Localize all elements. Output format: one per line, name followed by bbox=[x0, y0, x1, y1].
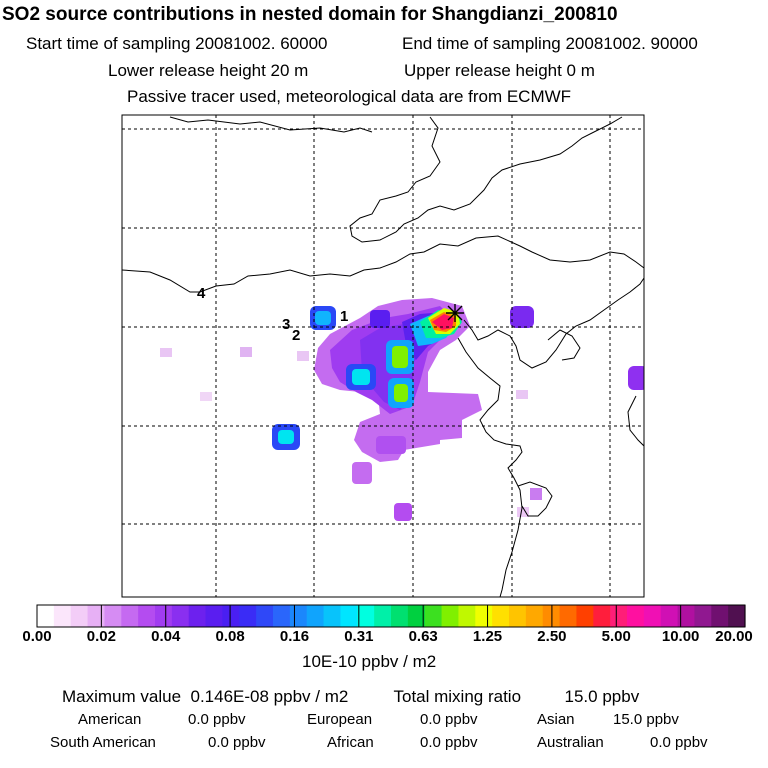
total-mixing-value: 15.0 ppbv bbox=[564, 687, 640, 706]
colorbar-cell bbox=[424, 605, 443, 627]
trajectory-label-2: 2 bbox=[292, 327, 300, 344]
max-value-label: Maximum value bbox=[62, 687, 182, 706]
colorbar-cell bbox=[70, 605, 89, 627]
colorbar-cell bbox=[273, 605, 291, 627]
colorbar-cell bbox=[660, 605, 679, 627]
colorbar-tick-label: 0.00 bbox=[22, 628, 52, 645]
colorbar-cell bbox=[289, 605, 308, 627]
colorbar-tick-label: 5.00 bbox=[601, 628, 631, 645]
colorbar-tick-label: 0.04 bbox=[151, 628, 181, 645]
colorbar-cell bbox=[104, 605, 122, 627]
colorbar-cell bbox=[391, 605, 409, 627]
colorbar-cell bbox=[374, 605, 392, 627]
colorbar-cell bbox=[205, 605, 224, 627]
colorbar-cell bbox=[188, 605, 207, 627]
colorbar-cell bbox=[138, 605, 156, 627]
region-asian-name: Asian bbox=[537, 711, 575, 728]
map-frame bbox=[121, 114, 645, 598]
colorbar-cell bbox=[509, 605, 527, 627]
region-african-value: 0.0 ppbv bbox=[420, 734, 478, 751]
region-american-value: 0.0 ppbv bbox=[188, 711, 246, 728]
colorbar-cell bbox=[340, 605, 358, 627]
region-australian-value: 0.0 ppbv bbox=[650, 734, 708, 751]
colorbar-cell bbox=[87, 605, 106, 627]
trajectory-label-3: 3 bbox=[282, 316, 290, 333]
region-african-name: African bbox=[327, 734, 374, 751]
colorbar-frame bbox=[36, 604, 746, 628]
colorbar-cell bbox=[121, 605, 139, 627]
colorbar-cell bbox=[627, 605, 645, 627]
colorbar-cell bbox=[711, 605, 729, 627]
colorbar-cell bbox=[171, 605, 190, 627]
colorbar-cell bbox=[53, 605, 72, 627]
colorbar-cell bbox=[323, 605, 342, 627]
upper-release-label: Upper release height 0 m bbox=[404, 61, 595, 80]
colorbar-cell bbox=[593, 605, 611, 627]
region-european-value: 0.0 ppbv bbox=[420, 711, 478, 728]
region-australian-name: Australian bbox=[537, 734, 604, 751]
colorbar-tick-label: 0.63 bbox=[408, 628, 438, 645]
colorbar-cell bbox=[37, 605, 55, 627]
region-american-name: American bbox=[78, 711, 142, 728]
end-time-label: End time of sampling 20081002. 90000 bbox=[402, 34, 698, 53]
colorbar-cell bbox=[256, 605, 274, 627]
colorbar-cell bbox=[306, 605, 325, 627]
colorbar-tick-label: 1.25 bbox=[472, 628, 503, 645]
colorbar-cell bbox=[610, 605, 628, 627]
colorbar-cell bbox=[559, 605, 578, 627]
colorbar-cell bbox=[728, 605, 746, 627]
colorbar-cell bbox=[576, 605, 594, 627]
receptor-asterisk-icon bbox=[446, 304, 464, 322]
colorbar-cell bbox=[155, 605, 173, 627]
colorbar-cell bbox=[694, 605, 712, 627]
lat-lon-grid bbox=[122, 115, 644, 597]
colorbar-cell bbox=[357, 605, 375, 627]
colorbar-tick-label: 0.08 bbox=[215, 628, 245, 645]
tracer-note: Passive tracer used, meteorological data… bbox=[127, 87, 572, 106]
colorbar-tick-label: 10.00 bbox=[661, 628, 700, 645]
colorbar-cell bbox=[441, 605, 460, 627]
colorbar-cell bbox=[407, 605, 426, 627]
colorbar-cell bbox=[239, 605, 257, 627]
colorbar-tick-label: 0.31 bbox=[344, 628, 374, 645]
colorbar-cell bbox=[222, 605, 240, 627]
colorbar-cell bbox=[492, 605, 510, 627]
colorbar-tick-label: 0.02 bbox=[86, 628, 116, 645]
total-mixing-label: Total mixing ratio bbox=[393, 687, 522, 706]
lower-release-label: Lower release height 20 m bbox=[108, 61, 309, 80]
concentration-field bbox=[122, 115, 644, 597]
region-european-name: European bbox=[307, 711, 373, 728]
region-south-american-value: 0.0 ppbv bbox=[208, 734, 266, 751]
plot-title: SO2 source contributions in nested domai… bbox=[2, 4, 618, 25]
region-asian-value: 15.0 ppbv bbox=[613, 711, 679, 728]
colorbar-cell bbox=[458, 605, 476, 627]
colorbar-cell bbox=[475, 605, 493, 627]
colorbar-units: 10E-10 ppbv / m2 bbox=[302, 652, 437, 671]
colorbar-tick-label: 2.50 bbox=[537, 628, 567, 645]
max-value: 0.146E-08 ppbv / m2 bbox=[190, 687, 349, 706]
trajectory-label-1: 1 bbox=[340, 308, 348, 325]
region-south-american-name: South American bbox=[50, 734, 156, 751]
colorbar-cell bbox=[677, 605, 696, 627]
colorbar-cell bbox=[525, 605, 544, 627]
start-time-label: Start time of sampling 20081002. 60000 bbox=[26, 34, 328, 53]
colorbar-cell bbox=[643, 605, 662, 627]
trajectory-label-4: 4 bbox=[197, 285, 206, 302]
max-value-line: Maximum value 0.146E-08 ppbv / m2 Total … bbox=[62, 687, 639, 707]
colorbar-tick-label: 0.16 bbox=[279, 628, 310, 645]
colorbar bbox=[36, 604, 746, 628]
colorbar-tick-label: 20.00 bbox=[715, 628, 753, 645]
